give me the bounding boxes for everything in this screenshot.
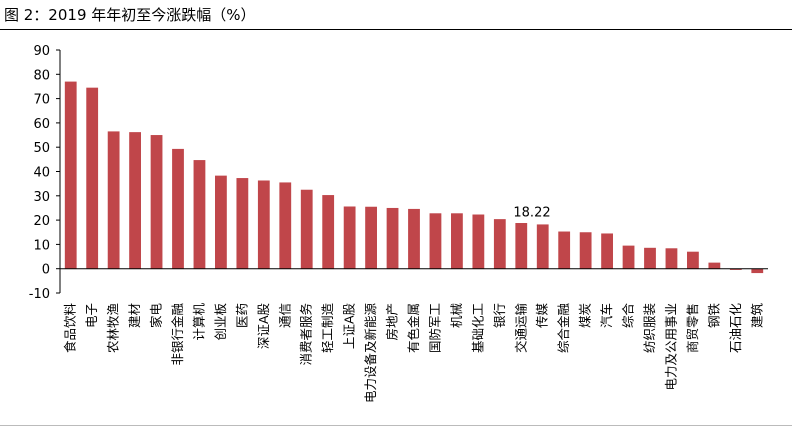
x-tick-label: 汽车 — [599, 303, 614, 328]
footer-divider — [0, 425, 792, 426]
y-tick-label: 20 — [33, 214, 50, 229]
x-tick-label: 机械 — [449, 303, 464, 329]
bar — [300, 189, 313, 269]
x-tick-label: 农林牧渔 — [106, 303, 121, 353]
x-tick-label: 钢铁 — [706, 303, 721, 329]
bar — [708, 262, 721, 269]
x-tick-label: 有色金属 — [406, 303, 421, 353]
bar — [215, 175, 227, 269]
bar — [172, 148, 184, 269]
y-tick-label: 70 — [33, 93, 50, 108]
bar — [579, 232, 592, 269]
y-tick-label: 40 — [33, 166, 50, 181]
bar — [64, 81, 77, 269]
bar — [386, 207, 399, 269]
bar — [343, 206, 356, 269]
y-tick-label: 30 — [33, 190, 50, 205]
y-tick-label: 0 — [42, 263, 50, 278]
x-tick-label: 纺织服装 — [642, 303, 657, 353]
y-tick-label: 90 — [33, 44, 50, 59]
chart-title: 图 2：2019 年年初至今涨跌幅（%） — [4, 6, 256, 24]
bar — [515, 223, 528, 269]
x-tick-label: 非银行金融 — [170, 303, 185, 366]
bar — [257, 180, 270, 269]
bar — [665, 248, 678, 269]
x-tick-label: 通信 — [277, 303, 292, 328]
bar — [472, 214, 485, 269]
y-tick-label: 50 — [33, 141, 50, 156]
x-tick-label: 石油石化 — [728, 303, 743, 354]
y-tick-label: 80 — [33, 68, 50, 83]
bar — [644, 247, 656, 269]
title-divider — [0, 29, 792, 30]
bar — [493, 219, 506, 269]
bar — [322, 195, 335, 269]
bar — [751, 268, 764, 274]
x-tick-label: 交通运输 — [513, 303, 528, 354]
x-tick-label: 食品饮料 — [63, 303, 78, 354]
x-tick-label: 轻工制造 — [320, 303, 335, 354]
bar — [86, 87, 99, 269]
bar — [622, 245, 635, 269]
x-tick-label: 计算机 — [191, 303, 206, 341]
x-tick-label: 电力及公用事业 — [663, 303, 678, 391]
bar — [408, 208, 420, 269]
bar — [536, 224, 549, 269]
bar — [129, 132, 141, 269]
bar — [279, 182, 292, 269]
bar — [236, 178, 249, 269]
x-tick-label: 商贸零售 — [685, 303, 700, 353]
x-tick-label: 建筑 — [749, 303, 764, 329]
y-axis: -10 0 10 20 30 40 50 60 70 80 90 — [29, 44, 61, 302]
x-tick-label: 医药 — [234, 303, 249, 328]
annotations: 18.22 — [513, 205, 550, 220]
bar — [365, 206, 377, 269]
x-tick-label: 基础化工 — [470, 303, 485, 353]
x-tick-label: 传媒 — [535, 303, 550, 329]
x-tick-label: 上证A股 — [342, 303, 357, 350]
bar — [451, 213, 463, 269]
y-tick-label: 60 — [33, 117, 50, 132]
x-tick-label: 国防军工 — [427, 303, 442, 353]
y-tick-label: -10 — [29, 287, 50, 302]
bar — [558, 231, 571, 269]
bar — [107, 131, 120, 269]
bar — [729, 268, 742, 270]
bar-chart: -10 0 10 20 30 40 50 60 70 80 90 食品饮料 电子 农林牧渔 建材 家电 非银行… — [29, 44, 768, 404]
bars — [64, 81, 764, 274]
x-tick-label: 创业板 — [213, 303, 228, 341]
bar — [687, 251, 699, 269]
x-tick-label: 深证A股 — [256, 303, 271, 350]
y-tick-label: 10 — [33, 238, 50, 253]
x-tick-label: 电力设备及新能源 — [363, 303, 378, 404]
data-label: 18.22 — [513, 205, 550, 220]
x-tick-label: 房地产 — [385, 303, 400, 341]
x-tick-label: 电子 — [84, 303, 99, 328]
x-tick-label: 银行 — [492, 303, 507, 328]
x-tick-label: 家电 — [149, 303, 164, 329]
bar — [150, 135, 163, 269]
x-tick-label: 综合金融 — [556, 303, 571, 354]
x-tick-label: 消费者服务 — [299, 303, 314, 366]
bar — [429, 213, 442, 269]
bar — [193, 160, 206, 269]
x-tick-label: 建材 — [127, 303, 142, 328]
x-tick-label: 综合 — [621, 303, 636, 329]
x-tick-label: 煤炭 — [578, 303, 593, 328]
bar — [601, 233, 613, 269]
x-axis: 食品饮料 电子 农林牧渔 建材 家电 非银行金融 计算机 创业板 医药 深证A股 通信 消费者服务 轻工… — [60, 268, 768, 404]
